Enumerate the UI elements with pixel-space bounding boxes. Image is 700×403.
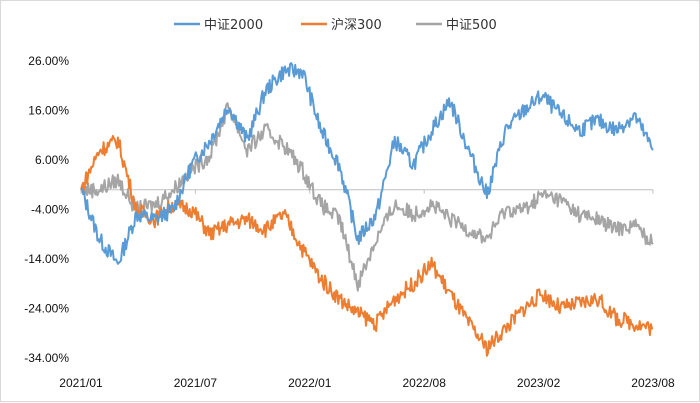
x-axis-ticks: 2021/01 2021/07 2022/01 2022/08 2023/02 2023/… [59, 189, 675, 390]
y-tick-label: -24.00% [24, 302, 69, 316]
x-tick-label: 2023/08 [631, 376, 675, 390]
series-line-1 [80, 135, 654, 357]
y-tick-label: -4.00% [31, 203, 69, 217]
series-line-2 [80, 102, 654, 292]
legend-label: 中证500 [446, 18, 497, 33]
series-line-0 [80, 62, 654, 265]
y-tick-label: -34.00% [24, 351, 69, 365]
x-tick-label: 2023/02 [517, 376, 561, 390]
legend: 中证2000 沪深300 中证500 [174, 17, 497, 33]
x-tick-label: 2022/01 [288, 376, 332, 390]
y-tick-label: 16.00% [28, 104, 69, 118]
x-tick-label: 2021/01 [59, 376, 103, 390]
series-layer [80, 62, 654, 357]
x-tick-label: 2021/07 [174, 376, 218, 390]
x-tick-label: 2022/08 [403, 376, 447, 390]
y-tick-label: -14.00% [24, 252, 69, 266]
legend-label: 沪深300 [331, 17, 382, 33]
y-axis-ticks: 26.00% 16.00% 6.00% -4.00% -14.00% -24.00% -34… [24, 54, 69, 365]
y-tick-label: 6.00% [35, 153, 69, 167]
y-tick-label: 26.00% [28, 54, 69, 68]
legend-label: 中证2000 [204, 18, 263, 33]
